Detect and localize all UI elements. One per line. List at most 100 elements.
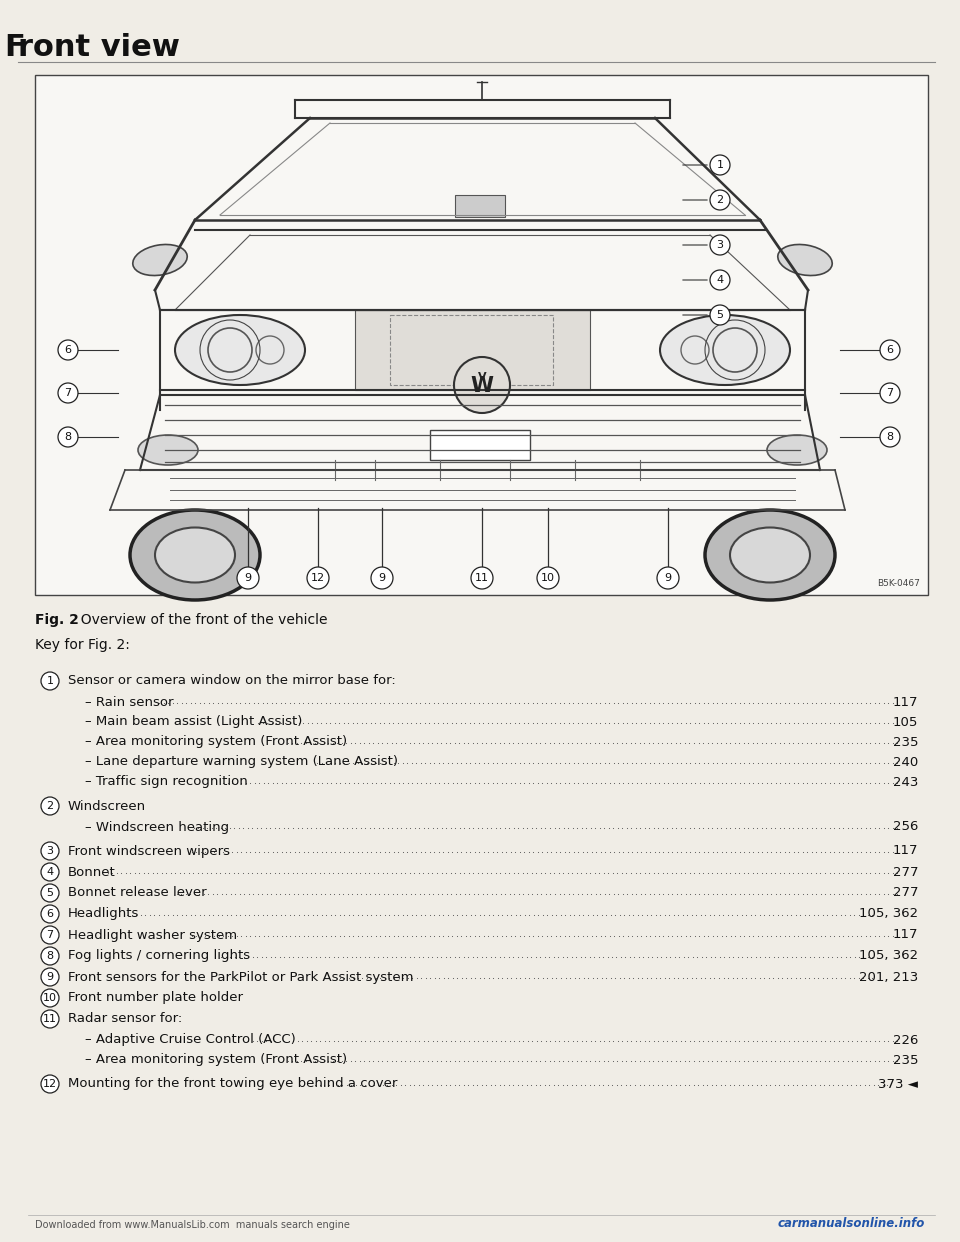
Point [255,905,271,925]
Point [364,927,379,946]
Point [600,948,615,968]
Point [768,863,783,883]
Point [752,968,767,987]
Point [440,713,455,733]
Point [260,842,276,862]
Point [543,927,559,946]
Point [533,948,548,968]
Text: 5: 5 [46,888,54,898]
Point [872,884,887,904]
Point [663,733,679,753]
Point [536,968,551,987]
Point [486,968,501,987]
Point [204,818,220,838]
Point [655,1051,670,1071]
Point [808,713,824,733]
Point [763,842,779,862]
Point [424,1051,440,1071]
Point [804,733,819,753]
Point [132,863,147,883]
Point [818,773,833,792]
Point [793,905,808,925]
Point [295,884,310,904]
Point [361,733,376,753]
Point [736,733,752,753]
Point [705,884,720,904]
Point [701,693,716,713]
Point [847,968,862,987]
Point [303,818,319,838]
Point [497,818,513,838]
Point [438,948,453,968]
Point [312,863,327,883]
Point [683,713,698,733]
Point [227,863,242,883]
Point [641,1051,657,1071]
Point [671,905,686,925]
Point [817,1031,832,1051]
Point [478,948,493,968]
Point [890,693,905,713]
Point [840,884,855,904]
Point [520,713,536,733]
Point [530,842,545,862]
Point [773,842,788,862]
Point [138,905,154,925]
Point [736,863,752,883]
Point [118,863,133,883]
Point [471,773,487,792]
Point [610,863,625,883]
Point [504,968,519,987]
Point [862,927,877,946]
Point [669,773,684,792]
Point [763,818,779,838]
Point [403,884,419,904]
Point [723,927,738,946]
Point [540,773,555,792]
Point [382,905,397,925]
Point [642,773,658,792]
Point [492,818,508,838]
Point [280,863,296,883]
Point [732,713,747,733]
Point [449,927,465,946]
Point [853,842,869,862]
Point [427,773,443,792]
Point [169,905,184,925]
Point [696,753,711,773]
Point [668,1076,684,1095]
Point [831,884,847,904]
Point [434,948,449,968]
Point [319,842,334,862]
Point [250,1031,265,1051]
Point [588,863,603,883]
Point [267,863,282,883]
Point [616,968,632,987]
Point [348,733,363,753]
Point [349,693,365,713]
Point [723,818,738,838]
Point [646,884,661,904]
Point [512,927,527,946]
Point [506,863,521,883]
Point [458,927,473,946]
Point [205,884,221,904]
Point [825,968,840,987]
Point [641,1031,657,1051]
Point [349,713,365,733]
Point [781,863,797,883]
Point [822,884,837,904]
Point [822,863,837,883]
Point [163,863,179,883]
Point [570,753,586,773]
Point [786,773,802,792]
Point [701,713,716,733]
Point [813,818,828,838]
Point [789,1076,804,1095]
Point [728,842,743,862]
Text: 6: 6 [64,345,71,355]
Point [701,884,716,904]
Point [781,842,797,862]
Point [618,1076,634,1095]
Point [705,733,720,753]
